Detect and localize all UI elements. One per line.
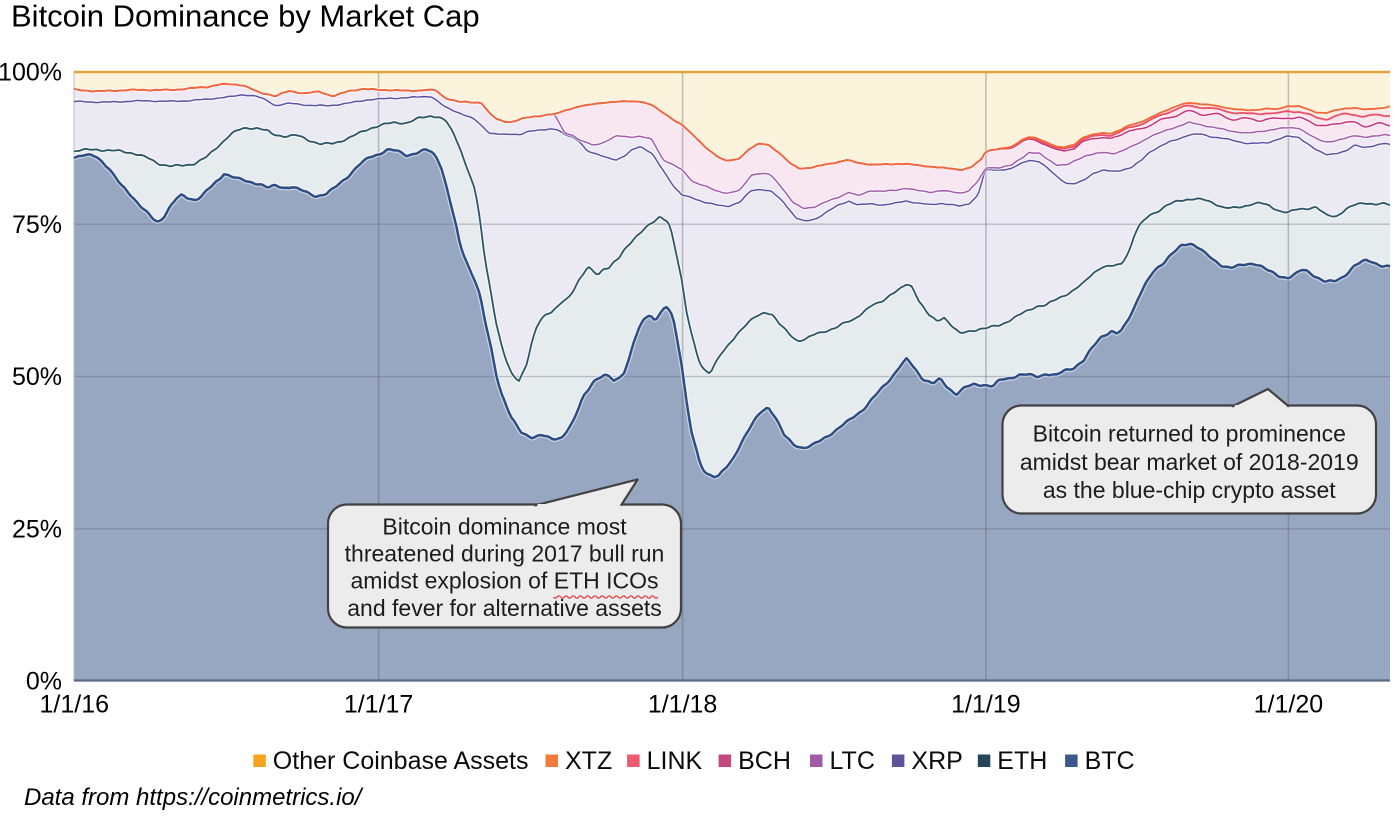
svg-text:amidst bear market of 2018-201: amidst bear market of 2018-2019 [1020, 449, 1359, 475]
svg-text:XRP: XRP [911, 747, 962, 775]
svg-text:50%: 50% [12, 363, 62, 391]
svg-text:1/1/16: 1/1/16 [40, 691, 110, 719]
svg-text:XTZ: XTZ [565, 747, 612, 775]
svg-text:100%: 100% [0, 59, 62, 87]
svg-text:Bitcoin returned to prominence: Bitcoin returned to prominence [1033, 421, 1346, 447]
svg-text:BCH: BCH [738, 747, 791, 775]
svg-text:LINK: LINK [647, 747, 703, 775]
svg-text:75%: 75% [12, 211, 62, 239]
svg-text:25%: 25% [12, 516, 62, 544]
svg-text:threatened during 2017 bull ru: threatened during 2017 bull run [345, 541, 665, 567]
svg-text:1/1/17: 1/1/17 [344, 691, 414, 719]
svg-text:Bitcoin Dominance by Market Ca: Bitcoin Dominance by Market Cap [11, 0, 480, 34]
svg-text:amidst explosion of ETH ICOs: amidst explosion of ETH ICOs [350, 568, 658, 594]
svg-text:as the blue-chip crypto asset: as the blue-chip crypto asset [1043, 477, 1336, 503]
svg-text:ETH: ETH [997, 747, 1047, 775]
svg-text:Data from https://coinmetrics.: Data from https://coinmetrics.io/ [24, 784, 364, 811]
svg-text:LTC: LTC [830, 747, 875, 775]
svg-text:Other Coinbase Assets: Other Coinbase Assets [273, 747, 529, 775]
svg-text:1/1/18: 1/1/18 [648, 691, 718, 719]
svg-text:1/1/19: 1/1/19 [951, 691, 1021, 719]
svg-text:0%: 0% [26, 668, 62, 696]
svg-text:BTC: BTC [1085, 747, 1135, 775]
svg-text:Bitcoin dominance most: Bitcoin dominance most [382, 513, 627, 539]
svg-text:and fever for alternative asse: and fever for alternative assets [347, 595, 662, 621]
svg-text:1/1/20: 1/1/20 [1254, 691, 1324, 719]
